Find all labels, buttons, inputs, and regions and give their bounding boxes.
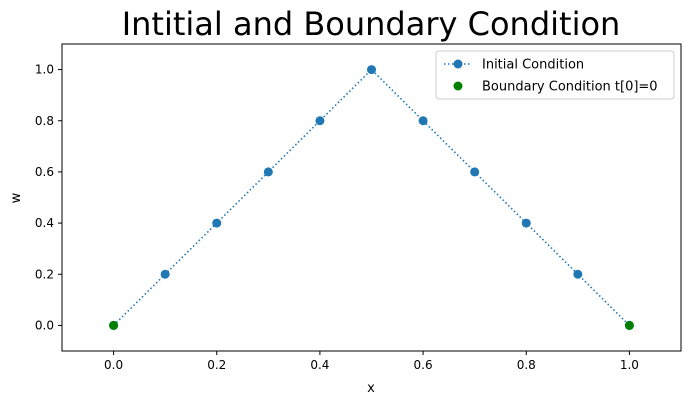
data-point-series-0 bbox=[573, 269, 583, 279]
series-line-0 bbox=[113, 68, 630, 326]
x-tick-label: 0.6 bbox=[414, 358, 433, 372]
legend-marker-1 bbox=[453, 81, 463, 91]
y-tick-label: 0.0 bbox=[35, 318, 54, 332]
legend-label-1: Boundary Condition t[0]=0 bbox=[482, 80, 658, 95]
data-point-series-0 bbox=[315, 116, 325, 126]
chart-title: Intitial and Boundary Condition bbox=[122, 5, 621, 43]
y-axis: 0.0 0.2 0.4 0.6 0.8 1.0 bbox=[35, 63, 62, 332]
plot-area bbox=[109, 65, 634, 330]
legend-box bbox=[435, 50, 675, 100]
data-point-series-0 bbox=[418, 116, 428, 126]
data-point-series-1 bbox=[624, 320, 634, 330]
x-tick-label: 0.8 bbox=[517, 358, 536, 372]
legend: Initial Condition Boundary Condition t[0]… bbox=[435, 50, 675, 100]
x-tick-label: 0.2 bbox=[207, 358, 226, 372]
data-point-series-0 bbox=[521, 218, 531, 228]
data-point-series-0 bbox=[367, 65, 376, 75]
y-tick-label: 0.6 bbox=[35, 165, 54, 179]
y-tick-label: 0.4 bbox=[35, 216, 54, 230]
plot-frame bbox=[61, 43, 682, 352]
data-point-series-0 bbox=[160, 269, 170, 279]
data-point-series-0 bbox=[470, 167, 480, 177]
x-axis: 0.0 0.2 0.4 0.6 0.8 1.0 bbox=[104, 351, 639, 372]
y-tick-label: 0.2 bbox=[35, 267, 54, 281]
y-tick-label: 0.8 bbox=[35, 114, 54, 128]
data-point-series-1 bbox=[109, 320, 119, 330]
x-tick-label: 1.0 bbox=[620, 358, 639, 372]
legend-label-0: Initial Condition bbox=[482, 58, 584, 73]
data-point-series-0 bbox=[263, 167, 273, 177]
data-point-series-0 bbox=[212, 218, 222, 228]
x-tick-label: 0.4 bbox=[310, 358, 329, 372]
x-axis-label: x bbox=[367, 381, 375, 396]
y-tick-label: 1.0 bbox=[35, 63, 54, 77]
legend-marker-0 bbox=[453, 59, 463, 69]
y-axis-label: w bbox=[9, 192, 24, 203]
x-tick-label: 0.0 bbox=[104, 358, 123, 372]
